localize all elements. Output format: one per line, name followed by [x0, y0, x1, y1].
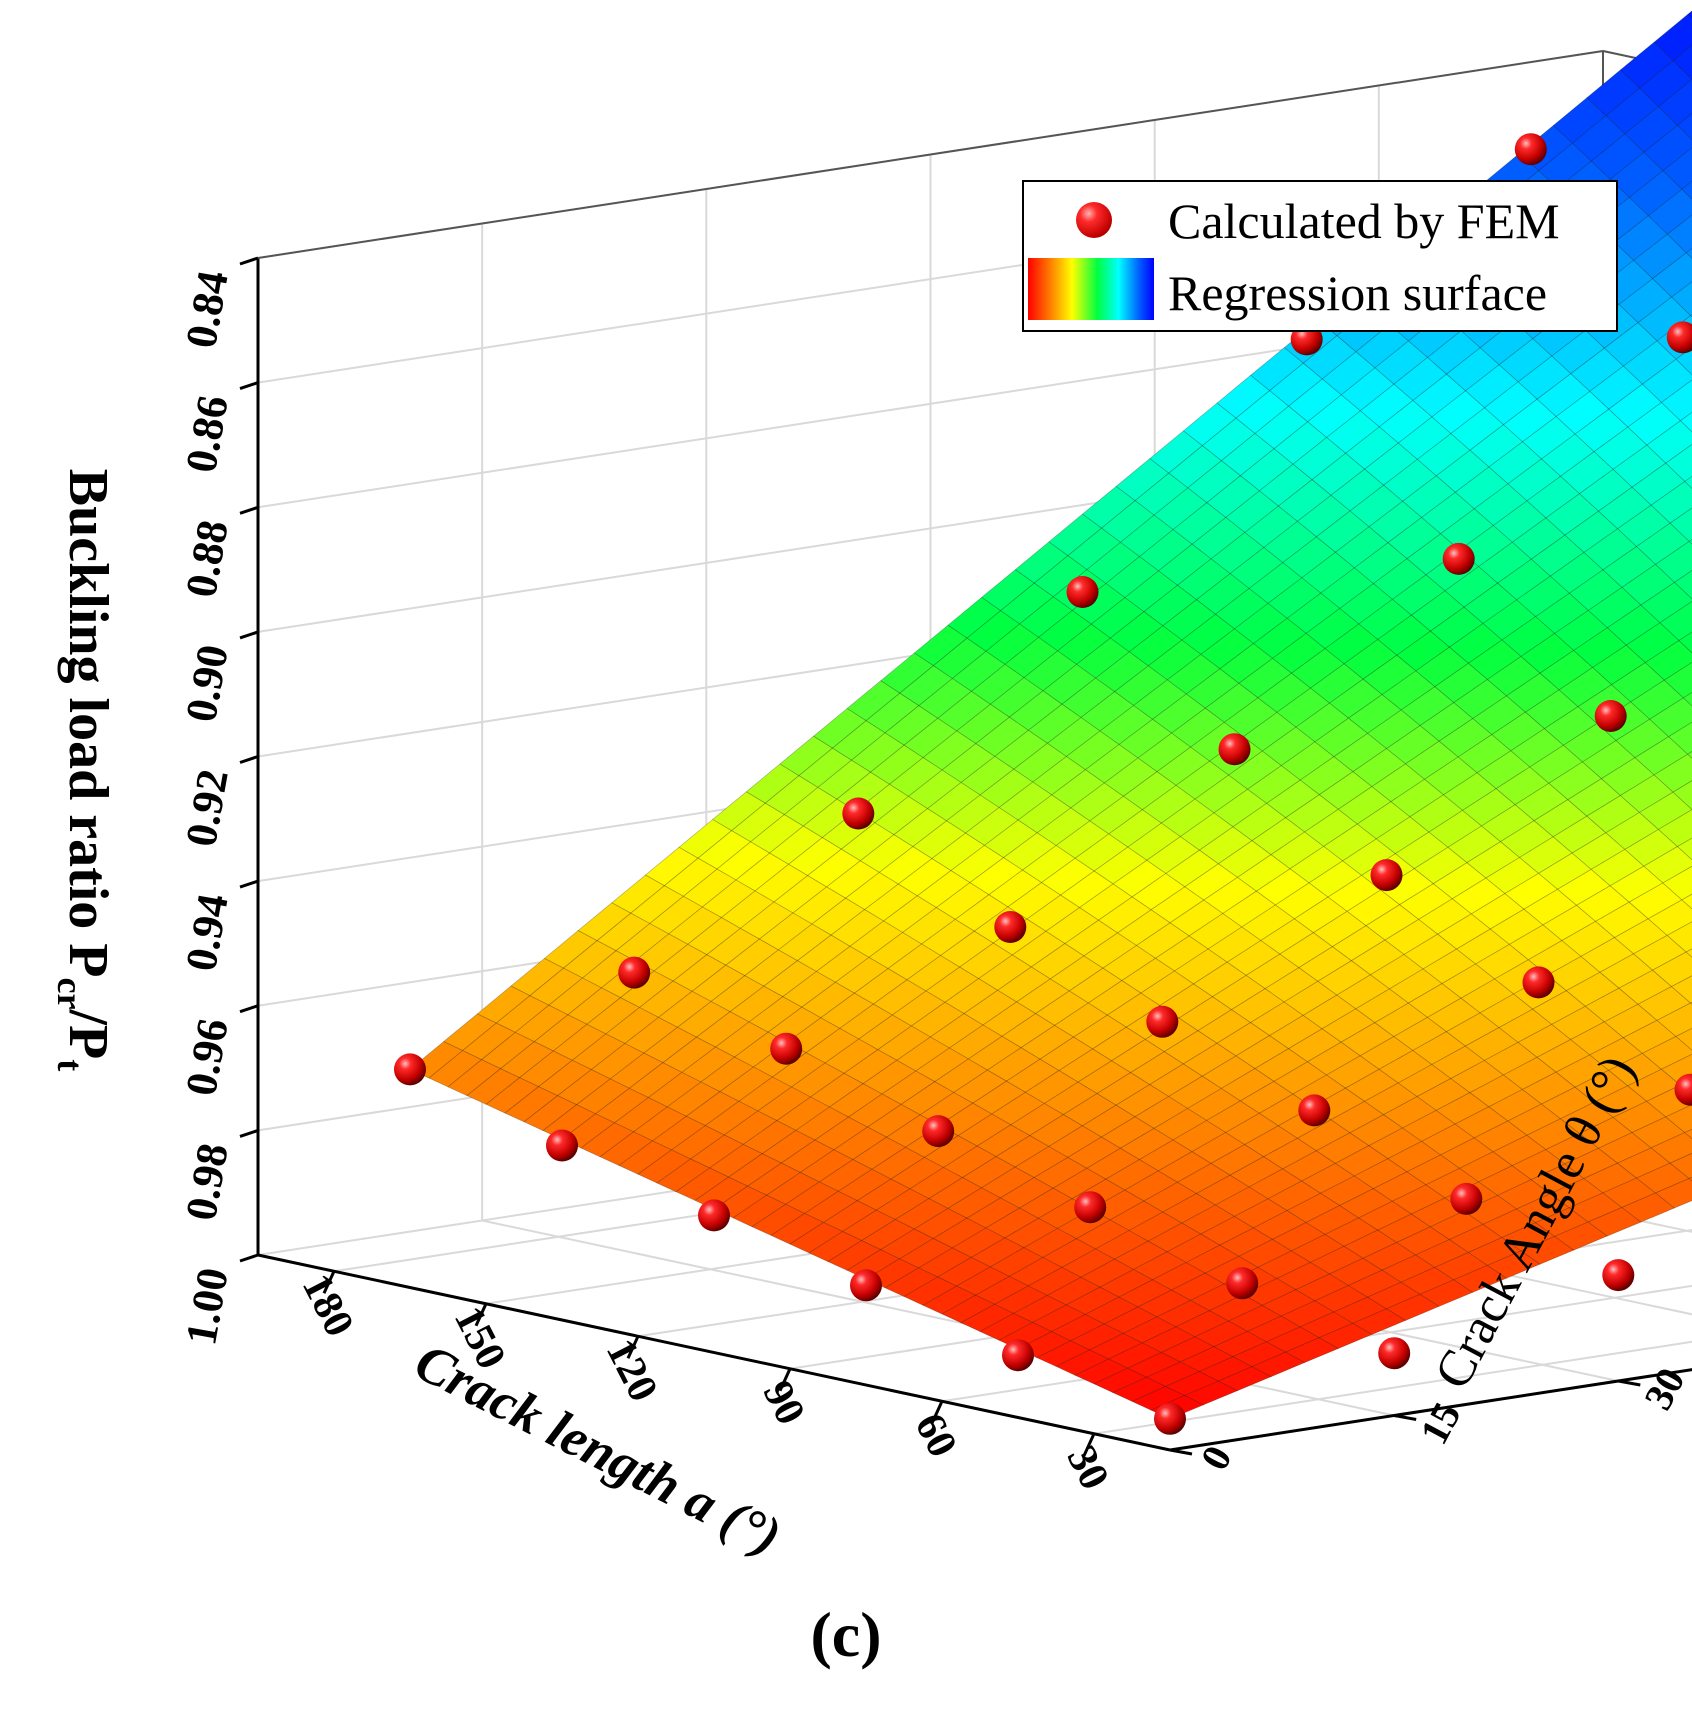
fem-point [842, 797, 875, 830]
surface-patch [1688, 538, 1692, 545]
x-tick-mark [626, 1335, 640, 1359]
fem-point [1450, 1182, 1483, 1215]
z-tick-mark [239, 1004, 259, 1014]
z-tick-label: 0.90 [176, 641, 238, 725]
surface-patch [1681, 893, 1692, 910]
z-tick-mark [239, 755, 259, 764]
regression-surface [409, 10, 1692, 1420]
fem-point [1674, 1073, 1692, 1106]
y-axis-line [1169, 1368, 1692, 1452]
fem-point [1514, 133, 1547, 166]
x-tick-mark [322, 1270, 336, 1294]
fem-point [618, 956, 651, 989]
x-tick-label: 30 [1058, 1439, 1118, 1497]
z-tick-label: 0.84 [176, 267, 238, 351]
fem-point [1370, 859, 1403, 892]
surface-patch [1687, 751, 1692, 759]
fem-point [1066, 576, 1099, 608]
z-tick-mark [239, 879, 259, 889]
fem-point [1146, 1005, 1179, 1038]
surface-patch [1687, 10, 1692, 20]
sphere-icon [1076, 202, 1112, 238]
fem-point [770, 1032, 803, 1065]
z-tick-label: 1.00 [176, 1264, 238, 1348]
fem-points [394, 133, 1692, 1435]
fem-point [1522, 966, 1555, 999]
fem-point [1594, 700, 1627, 732]
panel-label: (c) [810, 1599, 882, 1670]
legend: Calculated by FEM Regression surface [1022, 180, 1618, 332]
surface-patch [1676, 837, 1692, 861]
z-tick-label: 0.86 [176, 392, 238, 476]
fem-point [994, 911, 1027, 943]
z-tick-mark [239, 256, 259, 266]
fem-point [1226, 1267, 1259, 1300]
fem-point [1442, 542, 1475, 575]
z-tick-label: 0.94 [176, 890, 238, 974]
gridline-x-floor [1093, 1340, 1692, 1435]
fem-point [1074, 1191, 1107, 1224]
surface-patch [1685, 948, 1692, 958]
z-tick-mark [239, 1253, 259, 1263]
surface-patch [1682, 691, 1692, 707]
legend-label-surface: Regression surface [1168, 265, 1548, 321]
fem-point [850, 1269, 882, 1302]
z-tick-mark [239, 630, 259, 640]
x-tick-mark [474, 1303, 488, 1327]
fem-point [1298, 1094, 1331, 1127]
legend-label-fem: Calculated by FEM [1168, 193, 1560, 249]
z-tick-mark [239, 381, 259, 391]
x-tick-mark [930, 1400, 944, 1424]
surface-patch [1678, 631, 1692, 654]
x-tick-mark [1082, 1433, 1096, 1457]
x-axis-line [257, 1253, 1171, 1452]
x-tick-label: 120 [597, 1332, 667, 1409]
surface-patch [1681, 181, 1692, 200]
surface-patch [1683, 1128, 1692, 1140]
x-tick-label: 180 [293, 1267, 363, 1344]
x-tick-mark [778, 1368, 792, 1392]
y-tick-label: 30 [1635, 1360, 1692, 1416]
z-tick-label: 0.92 [176, 766, 238, 850]
box-edge [257, 50, 1604, 259]
fem-point [1154, 1402, 1186, 1435]
surface-patch [1676, 113, 1692, 141]
fem-point [394, 1053, 426, 1086]
legend-item-fem: Calculated by FEM [1024, 182, 1616, 252]
fem-point [1002, 1339, 1034, 1372]
x-axis-label: Crack length a (°) [406, 1331, 791, 1567]
x-tick-label: 90 [754, 1374, 814, 1432]
fem-point [698, 1199, 730, 1232]
legend-item-surface: Regression surface [1024, 254, 1616, 324]
x-tick-label: 60 [906, 1406, 966, 1464]
surface-patch [1672, 44, 1692, 80]
z-tick-mark [239, 505, 259, 515]
y-tick-label: 15 [1411, 1395, 1470, 1451]
surface-patch [1684, 475, 1692, 489]
z-tick-label: 0.98 [176, 1140, 238, 1224]
z-axis-label: Buckling load ratio Pcr/Pt [50, 469, 119, 1071]
surface-patch [1675, 1028, 1692, 1051]
z-tick-label: 0.88 [176, 517, 238, 601]
fem-point [1378, 1337, 1411, 1370]
y-tick-mark [1169, 1448, 1193, 1456]
surface-patch [1673, 570, 1692, 600]
fem-point [1666, 321, 1692, 354]
surface-patch [1688, 1176, 1692, 1182]
y-tick-mark [1393, 1414, 1417, 1421]
z-tick-label: 0.96 [176, 1015, 238, 1099]
fem-point [1602, 1259, 1635, 1292]
fem-point [1218, 733, 1251, 766]
z-tick-mark [239, 1128, 259, 1138]
surface-patch [1685, 248, 1692, 260]
colormap-icon [1028, 258, 1154, 320]
fem-point [546, 1129, 578, 1162]
fem-point [922, 1115, 955, 1148]
y-tick-mark [1618, 1379, 1641, 1387]
surface-patch [1672, 780, 1692, 811]
